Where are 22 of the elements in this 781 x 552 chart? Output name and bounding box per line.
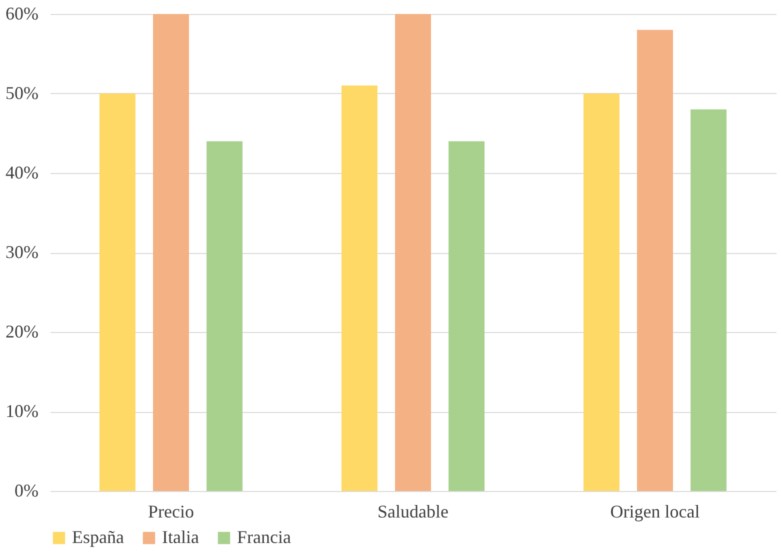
legend-label: Francia [237,527,291,547]
bar [637,30,673,491]
x-tick-label: Origen local [610,502,700,522]
x-tick-label: Precio [148,502,194,522]
y-tick-label: 20% [6,322,38,342]
y-tick-label: 0% [14,480,38,500]
bar [206,141,243,491]
y-tick-label: 50% [6,83,38,103]
bar [341,86,378,491]
bar [690,109,727,491]
bar [395,14,431,491]
y-tick-label: 40% [6,162,38,182]
y-tick-label: 30% [6,242,38,262]
bar [448,141,485,491]
y-tick-label: 10% [6,401,38,421]
y-tick-label: 60% [6,4,38,24]
legend-label: Italia [162,527,199,547]
bar [153,14,189,491]
legend-label: España [72,527,124,547]
bar [99,94,136,491]
x-tick-label: Saludable [378,502,448,522]
bar [583,94,620,491]
